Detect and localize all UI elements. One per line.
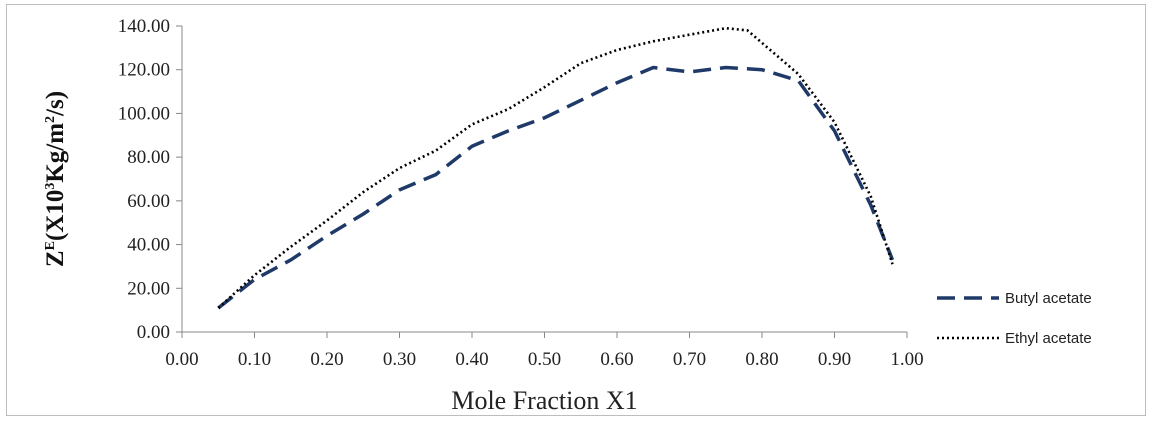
y-axis-label-part: (X10 xyxy=(42,190,69,241)
y-axis-label: ZE(X103Kg/m2/s) xyxy=(42,91,69,267)
x-tick-label: 0.10 xyxy=(238,349,271,370)
line-chart: 0.0020.0040.0060.0080.00100.00120.00140.… xyxy=(42,16,1092,415)
series-lines xyxy=(217,26,895,310)
x-tick-label: 1.00 xyxy=(890,349,923,370)
x-tick-label: 0.30 xyxy=(383,349,416,370)
y-tick-label: 80.00 xyxy=(127,147,170,168)
y-axis-label-part: 2 xyxy=(43,116,58,123)
y-tick-label: 0.00 xyxy=(137,322,170,343)
y-tick-label: 40.00 xyxy=(127,235,170,256)
tick-labels: 0.00 20.00 40.00 60.00 80.00 100.00 120.00 140.… xyxy=(118,16,924,370)
x-tick-label: 0.40 xyxy=(455,349,488,370)
chart-frame: 0.00 20.00 40.00 60.00 80.00 100.00 120.00 140.… xyxy=(6,4,1146,416)
y-axis-label-part: Z xyxy=(42,250,69,267)
x-axis-label: Mole Fraction X1 xyxy=(451,386,637,415)
y-axis-label-part: Kg/m xyxy=(42,123,69,183)
series-line-butyl-acetate xyxy=(217,65,895,310)
y-tick-label: 140.00 xyxy=(118,16,170,37)
y-axis-label-part: /s) xyxy=(42,91,69,117)
x-tick-label: 0.50 xyxy=(528,349,561,370)
y-tick-label: 120.00 xyxy=(118,60,170,81)
x-tick-label: 0.20 xyxy=(310,349,343,370)
y-tick-label: 20.00 xyxy=(127,278,170,299)
y-tick-label: 100.00 xyxy=(118,103,170,124)
x-tick-label: 0.00 xyxy=(165,349,198,370)
y-axis-label-part: 3 xyxy=(43,183,58,190)
series-line-ethyl-acetate xyxy=(217,26,894,309)
x-tick-label: 0.70 xyxy=(673,349,706,370)
x-tick-label: 0.80 xyxy=(745,349,778,370)
axes xyxy=(176,25,908,338)
x-tick-label: 0.90 xyxy=(818,349,851,370)
y-tick-label: 60.00 xyxy=(127,191,170,212)
legend-label: Ethyl acetate xyxy=(1005,330,1092,347)
legend: Butyl acetate Ethyl acetate xyxy=(937,290,1092,347)
y-axis-label-part: E xyxy=(43,241,58,250)
x-tick-label: 0.60 xyxy=(600,349,633,370)
legend-label: Butyl acetate xyxy=(1005,290,1092,307)
